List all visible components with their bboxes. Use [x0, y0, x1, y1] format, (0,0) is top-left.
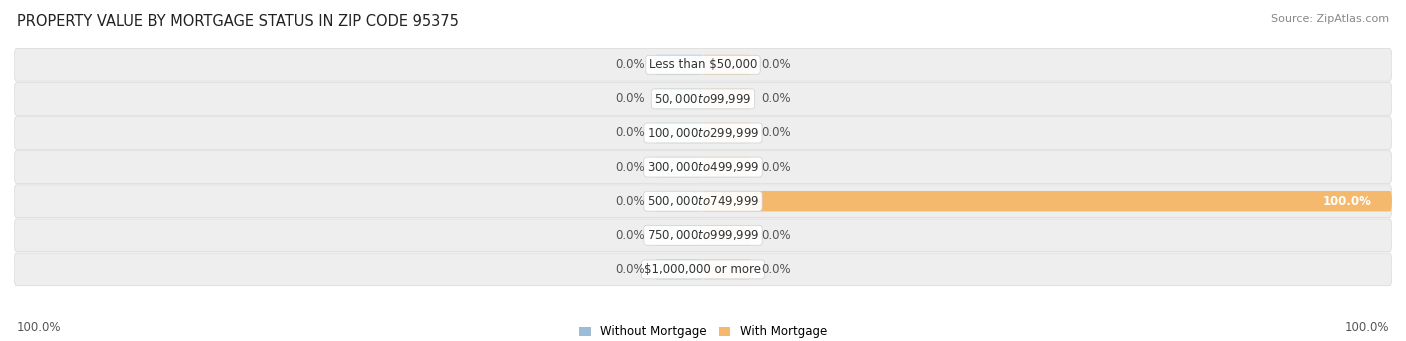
Text: 0.0%: 0.0% [762, 263, 792, 276]
FancyBboxPatch shape [14, 185, 1392, 218]
FancyBboxPatch shape [14, 151, 1392, 183]
FancyBboxPatch shape [14, 48, 1392, 81]
Text: $300,000 to $499,999: $300,000 to $499,999 [647, 160, 759, 174]
Text: 0.0%: 0.0% [614, 263, 644, 276]
FancyBboxPatch shape [703, 89, 751, 109]
Text: $100,000 to $299,999: $100,000 to $299,999 [647, 126, 759, 140]
Text: 0.0%: 0.0% [762, 229, 792, 242]
FancyBboxPatch shape [655, 89, 703, 109]
FancyBboxPatch shape [655, 55, 703, 75]
FancyBboxPatch shape [703, 191, 1392, 211]
Text: 0.0%: 0.0% [614, 127, 644, 139]
FancyBboxPatch shape [14, 117, 1392, 149]
FancyBboxPatch shape [703, 157, 751, 177]
Text: 0.0%: 0.0% [762, 58, 792, 71]
Text: 0.0%: 0.0% [614, 161, 644, 174]
FancyBboxPatch shape [655, 225, 703, 246]
Text: 0.0%: 0.0% [614, 58, 644, 71]
Text: 0.0%: 0.0% [614, 195, 644, 208]
Text: 100.0%: 100.0% [17, 321, 62, 334]
Text: 0.0%: 0.0% [614, 92, 644, 105]
FancyBboxPatch shape [14, 83, 1392, 115]
Text: 0.0%: 0.0% [614, 229, 644, 242]
Text: 0.0%: 0.0% [762, 127, 792, 139]
Text: Source: ZipAtlas.com: Source: ZipAtlas.com [1271, 14, 1389, 24]
FancyBboxPatch shape [14, 219, 1392, 252]
Text: $750,000 to $999,999: $750,000 to $999,999 [647, 228, 759, 242]
FancyBboxPatch shape [655, 259, 703, 280]
Text: $50,000 to $99,999: $50,000 to $99,999 [654, 92, 752, 106]
FancyBboxPatch shape [703, 259, 751, 280]
Text: PROPERTY VALUE BY MORTGAGE STATUS IN ZIP CODE 95375: PROPERTY VALUE BY MORTGAGE STATUS IN ZIP… [17, 14, 458, 29]
Text: Less than $50,000: Less than $50,000 [648, 58, 758, 71]
Legend: Without Mortgage, With Mortgage: Without Mortgage, With Mortgage [574, 321, 832, 341]
Text: 0.0%: 0.0% [762, 161, 792, 174]
FancyBboxPatch shape [655, 157, 703, 177]
Text: 100.0%: 100.0% [1344, 321, 1389, 334]
Text: 100.0%: 100.0% [1323, 195, 1371, 208]
Text: $1,000,000 or more: $1,000,000 or more [644, 263, 762, 276]
Text: 0.0%: 0.0% [762, 92, 792, 105]
FancyBboxPatch shape [703, 225, 751, 246]
FancyBboxPatch shape [14, 253, 1392, 286]
FancyBboxPatch shape [703, 123, 751, 143]
FancyBboxPatch shape [655, 191, 703, 211]
FancyBboxPatch shape [655, 123, 703, 143]
FancyBboxPatch shape [703, 55, 751, 75]
Text: $500,000 to $749,999: $500,000 to $749,999 [647, 194, 759, 208]
